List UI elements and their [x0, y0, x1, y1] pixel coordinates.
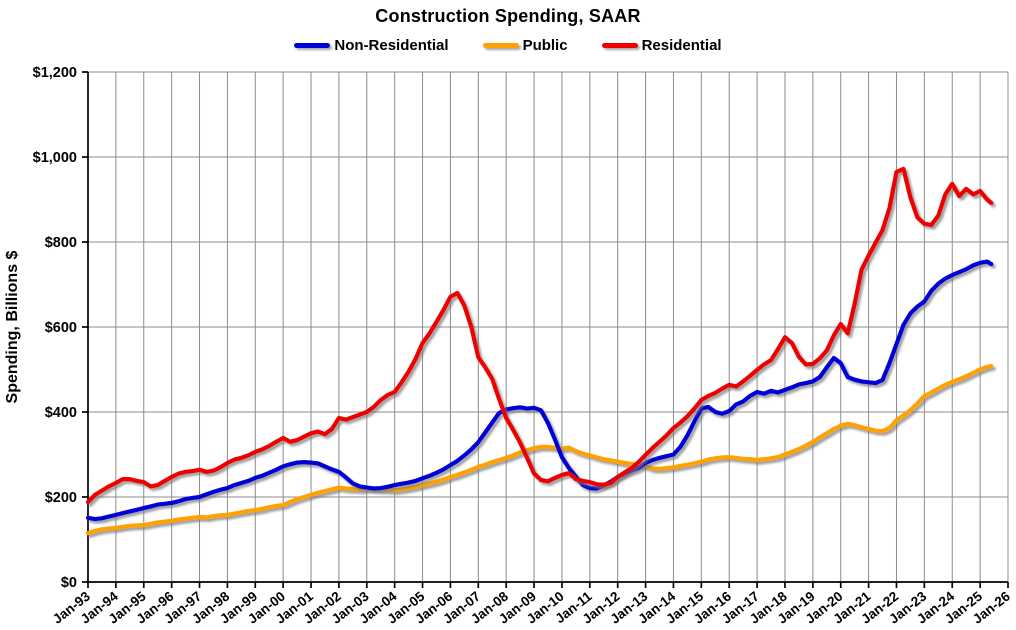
- legend-item-public: Public: [482, 37, 568, 54]
- legend-label-residential: Residential: [641, 37, 722, 54]
- legend-label-non-residential: Non-Residential: [334, 37, 449, 54]
- legend-swatch-non-residential-icon: [294, 43, 331, 48]
- series-line-non-residential: [85, 259, 994, 522]
- axes: [82, 71, 1009, 588]
- legend-item-residential: Residential: [601, 37, 722, 54]
- legend: Non-Residential Public Residential: [0, 37, 1016, 54]
- legend-swatch-residential-icon: [601, 43, 638, 48]
- y-axis-title: Spending, Billions $: [4, 250, 21, 403]
- y-tick-label: $1,000: [33, 150, 77, 166]
- x-tick-labels: Jan-93Jan-94Jan-95Jan-96Jan-97Jan-98Jan-…: [50, 588, 1013, 626]
- y-tick-label: $400: [45, 405, 77, 421]
- legend-item-non-residential: Non-Residential: [294, 37, 449, 54]
- y-tick-label: $0: [61, 575, 77, 591]
- series-line-residential: [85, 166, 994, 505]
- gridlines: [88, 71, 1009, 582]
- y-tick-label: $200: [45, 490, 77, 506]
- legend-swatch-public-icon: [482, 43, 519, 48]
- y-tick-label: $800: [45, 235, 77, 251]
- y-tick-label: $600: [45, 320, 77, 336]
- chart-title: Construction Spending, SAAR: [375, 6, 641, 26]
- series-line-public: [85, 364, 994, 536]
- legend-label-public: Public: [522, 37, 568, 54]
- y-tick-labels: $0 $200 $400 $600 $800 $1,000 $1,200: [33, 65, 77, 591]
- y-tick-label: $1,200: [33, 65, 77, 81]
